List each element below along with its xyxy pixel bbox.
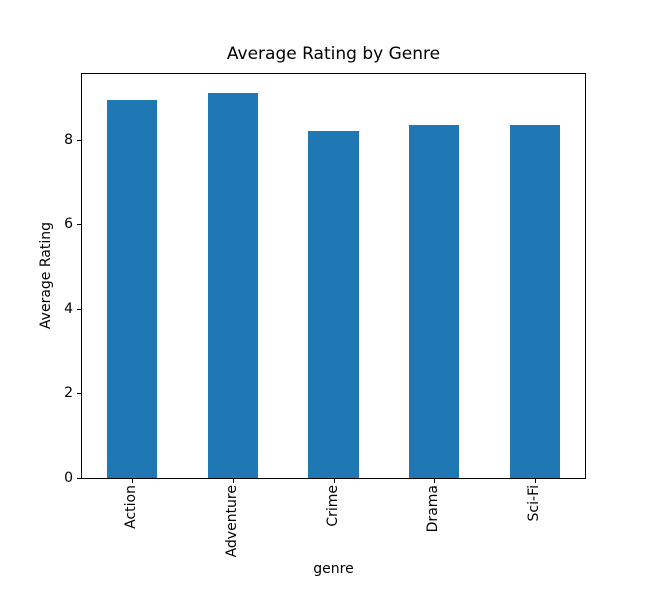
x-axis-label: genre [313, 561, 354, 577]
x-tick-mark [233, 479, 234, 483]
x-tick-label: Crime [325, 485, 341, 527]
y-tick-label: 4 [64, 301, 73, 317]
y-tick-mark [77, 224, 81, 225]
bar-crime [308, 131, 359, 478]
x-tick-label: Adventure [224, 485, 240, 558]
bar-action [107, 99, 158, 478]
y-tick-label: 8 [64, 132, 73, 148]
bar-drama [409, 124, 460, 478]
y-tick-label: 6 [64, 216, 73, 232]
y-tick-label: 0 [64, 470, 73, 486]
x-tick-mark [434, 479, 435, 483]
y-tick-mark [77, 140, 81, 141]
plot-area [81, 73, 586, 479]
y-tick-mark [77, 393, 81, 394]
bar-sci-fi [509, 124, 560, 478]
y-tick-label: 2 [64, 385, 73, 401]
y-tick-mark [77, 309, 81, 310]
x-tick-label: Sci-Fi [526, 485, 542, 522]
x-tick-mark [535, 479, 536, 483]
bar-adventure [207, 93, 259, 478]
x-tick-mark [334, 479, 335, 483]
y-tick-mark [77, 478, 81, 479]
x-tick-label: Action [123, 485, 139, 529]
x-tick-label: Drama [425, 485, 441, 533]
x-tick-mark [132, 479, 133, 483]
chart-title: Average Rating by Genre [226, 44, 441, 64]
